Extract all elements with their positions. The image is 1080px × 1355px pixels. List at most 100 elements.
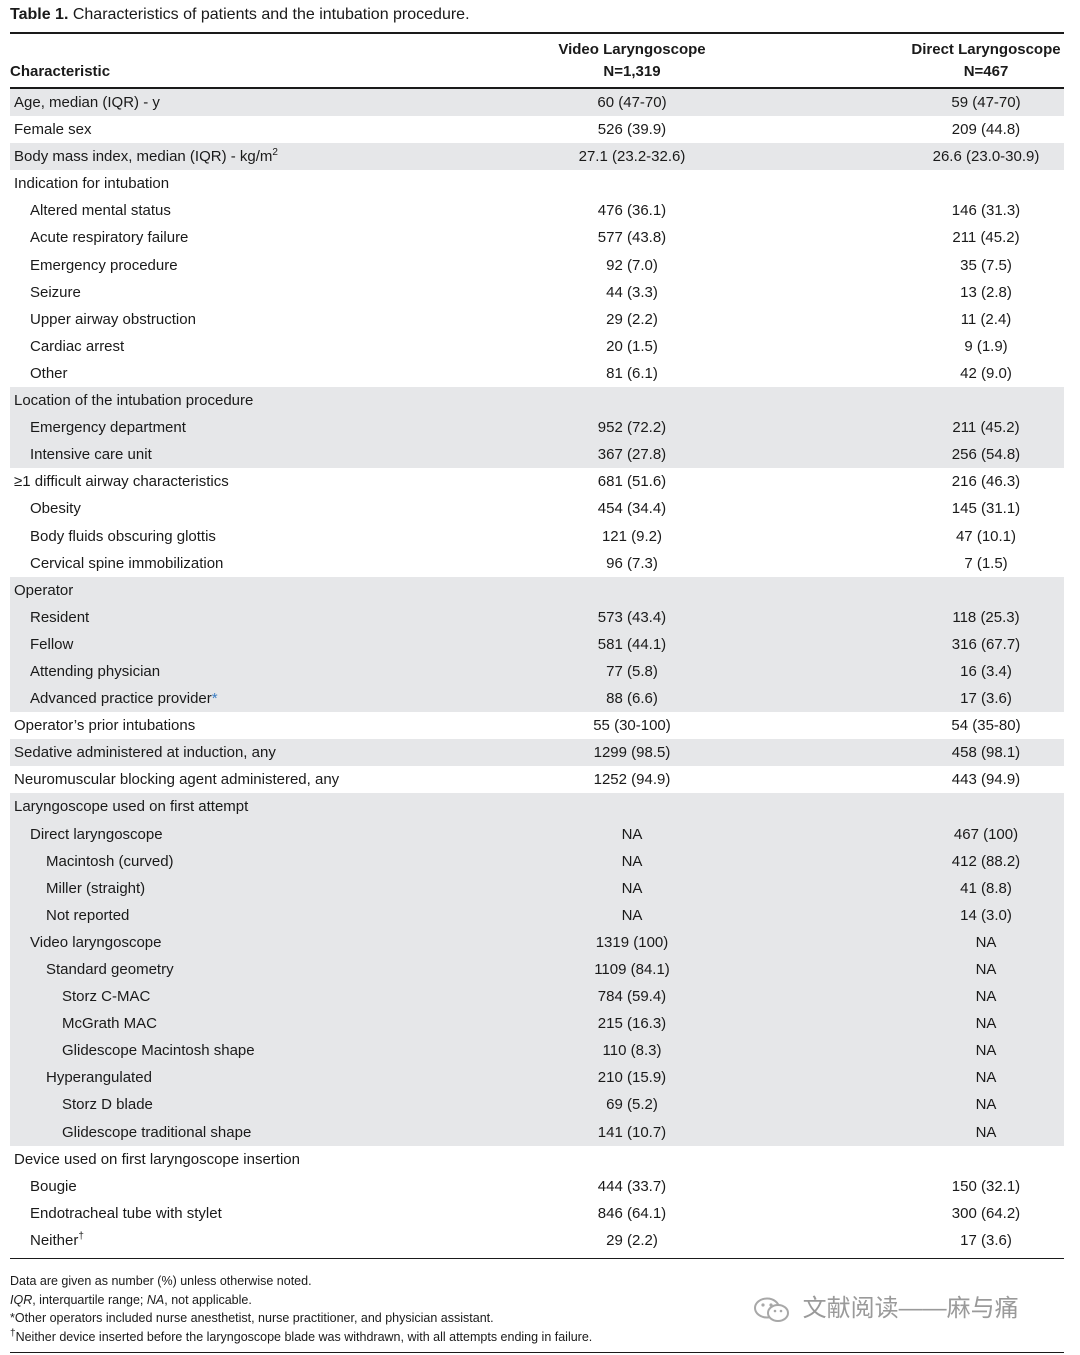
- cell-video-laryngoscope: 55 (30-100): [593, 717, 671, 735]
- cell-direct-laryngoscope: 14 (3.0): [960, 906, 1012, 924]
- row-label-text: Standard geometry: [46, 961, 174, 978]
- row-label-text: Operator: [14, 581, 74, 599]
- row-label: Bougie: [30, 1178, 77, 1195]
- table-row: Other 81 (6.1) 42 (9.0): [10, 360, 1064, 387]
- table-row: Direct laryngoscope NA 467 (100): [10, 820, 1064, 848]
- cell-video-laryngoscope: 526 (39.9): [597, 121, 667, 139]
- cell-video-laryngoscope: 96 (7.3): [606, 554, 658, 572]
- row-label-text: Age, median (IQR) - y: [14, 94, 160, 111]
- table-row: Attending physician 77 (5.8) 16 (3.4): [10, 657, 1064, 686]
- row-label-text: ≥1 difficult airway characteristics: [14, 473, 229, 491]
- row-label-superscript: 2: [272, 147, 278, 159]
- table-row: Resident 573 (43.4) 118 (25.3): [10, 603, 1064, 631]
- cell-video-laryngoscope: 29 (2.2): [606, 1231, 658, 1249]
- row-label: Device used on first laryngoscope insert…: [14, 1151, 300, 1168]
- cell-direct-laryngoscope: 256 (54.8): [951, 446, 1021, 464]
- row-label-text: Advanced practice provider: [30, 690, 212, 708]
- row-label: Glidescope traditional shape: [62, 1124, 251, 1141]
- cell-direct-laryngoscope: NA: [975, 1069, 997, 1087]
- cell-video-laryngoscope: 69 (5.2): [606, 1096, 658, 1114]
- row-label: Glidescope Macintosh shape: [62, 1042, 255, 1059]
- table-row: Glidescope Macintosh shape 110 (8.3) NA: [10, 1037, 1064, 1065]
- table-row: Cardiac arrest 20 (1.5) 9 (1.9): [10, 333, 1064, 360]
- cell-video-laryngoscope: 60 (47-70): [597, 94, 667, 111]
- table-row: Age, median (IQR) - y 60 (47-70) 59 (47-70…: [10, 89, 1064, 117]
- footnote-abbreviations: IQR, interquartile range; NA, not applic…: [10, 1291, 592, 1310]
- table-row: ≥1 difficult airway characteristics 681 (…: [10, 468, 1064, 495]
- cell-video-laryngoscope: 77 (5.8): [606, 662, 658, 680]
- row-label-text: Storz D blade: [62, 1096, 153, 1114]
- table-row: Storz D blade 69 (5.2) NA: [10, 1091, 1064, 1119]
- row-label-text: Bougie: [30, 1177, 77, 1195]
- watermark: 文献阅读——麻与痛: [752, 1288, 1019, 1323]
- row-label: Video laryngoscope: [30, 934, 161, 951]
- abbr-iqr-text: , interquartile range;: [32, 1292, 147, 1307]
- row-label: Attending physician: [30, 663, 160, 680]
- cell-video-laryngoscope: 476 (36.1): [597, 202, 667, 220]
- row-label-text: Body mass index, median (IQR) - kg/m: [14, 148, 273, 166]
- row-label: Cervical spine immobilization: [30, 555, 223, 572]
- cell-video-laryngoscope: 444 (33.7): [597, 1177, 667, 1195]
- table-row: Fellow 581 (44.1) 316 (67.7): [10, 630, 1064, 658]
- row-label-text: McGrath MAC: [62, 1015, 158, 1033]
- table-row: Endotracheal tube with stylet 846 (64.1) 3…: [10, 1200, 1064, 1227]
- cell-direct-laryngoscope: 11 (2.4): [960, 310, 1012, 328]
- dagger-text: Neither device inserted before the laryn…: [15, 1329, 593, 1344]
- row-label-text: Upper airway obstruction: [30, 310, 196, 328]
- row-label-text: Glidescope Macintosh shape: [62, 1042, 255, 1060]
- table-row: McGrath MAC 215 (16.3) NA: [10, 1010, 1064, 1038]
- cell-video-laryngoscope: NA: [621, 852, 643, 870]
- table-row: Macintosh (curved) NA 412 (88.2): [10, 847, 1064, 875]
- wechat-icon: [754, 1297, 789, 1322]
- row-label: Upper airway obstruction: [30, 311, 196, 328]
- cell-video-laryngoscope: 1299 (98.5): [593, 744, 671, 762]
- table-row: Neuromuscular blocking agent administere…: [10, 766, 1064, 793]
- cell-direct-laryngoscope: 467 (100): [953, 825, 1019, 843]
- row-label: Sedative administered at induction, any: [14, 744, 276, 761]
- row-label: Neither†: [30, 1231, 84, 1249]
- watermark-text: 文献阅读——麻与痛: [802, 1295, 1019, 1322]
- dagger-mark: †: [10, 1327, 16, 1339]
- row-label: Age, median (IQR) - y: [14, 94, 160, 111]
- header-col2-n: N=467: [963, 63, 1009, 80]
- cell-video-laryngoscope: 681 (51.6): [597, 473, 667, 491]
- row-label: Endotracheal tube with stylet: [30, 1205, 222, 1222]
- cell-video-laryngoscope: 573 (43.4): [597, 608, 667, 626]
- header-col1-n: N=1,319: [603, 63, 661, 80]
- cell-direct-laryngoscope: 17 (3.6): [960, 1231, 1012, 1249]
- table-row: Indication for intubation: [10, 170, 1064, 197]
- row-label-text: Not reported: [46, 906, 130, 924]
- row-label: Emergency procedure: [30, 257, 178, 274]
- header-video-laryngoscope: Video Laryngoscope N=1,319: [532, 39, 732, 83]
- cell-video-laryngoscope: 215 (16.3): [597, 1015, 667, 1033]
- cell-video-laryngoscope: NA: [621, 825, 643, 843]
- cell-video-laryngoscope: 454 (34.4): [597, 500, 667, 518]
- cell-video-laryngoscope: 846 (64.1): [597, 1204, 667, 1222]
- table-row: Seizure 44 (3.3) 13 (2.8): [10, 279, 1064, 306]
- cell-direct-laryngoscope: 26.6 (23.0-30.9): [932, 148, 1040, 166]
- cell-direct-laryngoscope: 458 (98.1): [951, 744, 1021, 762]
- cell-video-laryngoscope: NA: [621, 906, 643, 924]
- row-label-text: Altered mental status: [30, 202, 171, 220]
- cell-direct-laryngoscope: 146 (31.3): [951, 202, 1021, 220]
- row-label-text: Indication for intubation: [14, 175, 170, 193]
- row-label: ≥1 difficult airway characteristics: [14, 473, 229, 490]
- header-rule: [10, 87, 1064, 89]
- row-label-text: Operator’s prior intubations: [14, 717, 196, 735]
- cell-direct-laryngoscope: NA: [975, 1042, 997, 1060]
- cell-direct-laryngoscope: 412 (88.2): [951, 852, 1021, 870]
- cell-direct-laryngoscope: 145 (31.1): [951, 500, 1021, 518]
- table-row: Cervical spine immobilization 96 (7.3) 7 (…: [10, 550, 1064, 577]
- table-row: Operator’s prior intubations 55 (30-100) 5…: [10, 712, 1064, 739]
- row-label-text: Emergency department: [30, 419, 186, 437]
- table-row: Neither† 29 (2.2) 17 (3.6): [10, 1227, 1064, 1254]
- row-label: Female sex: [14, 121, 92, 138]
- cell-direct-laryngoscope: 47 (10.1): [955, 527, 1017, 545]
- row-label: McGrath MAC: [62, 1015, 157, 1032]
- row-label-text: Seizure: [30, 283, 81, 301]
- cell-video-laryngoscope: 1319 (100): [595, 933, 669, 951]
- table-row: Advanced practice provider* 88 (6.6) 17 (3…: [10, 685, 1064, 713]
- row-label: Resident: [30, 609, 89, 626]
- row-label-text: Hyperangulated: [46, 1069, 152, 1087]
- row-label: Macintosh (curved): [46, 853, 174, 870]
